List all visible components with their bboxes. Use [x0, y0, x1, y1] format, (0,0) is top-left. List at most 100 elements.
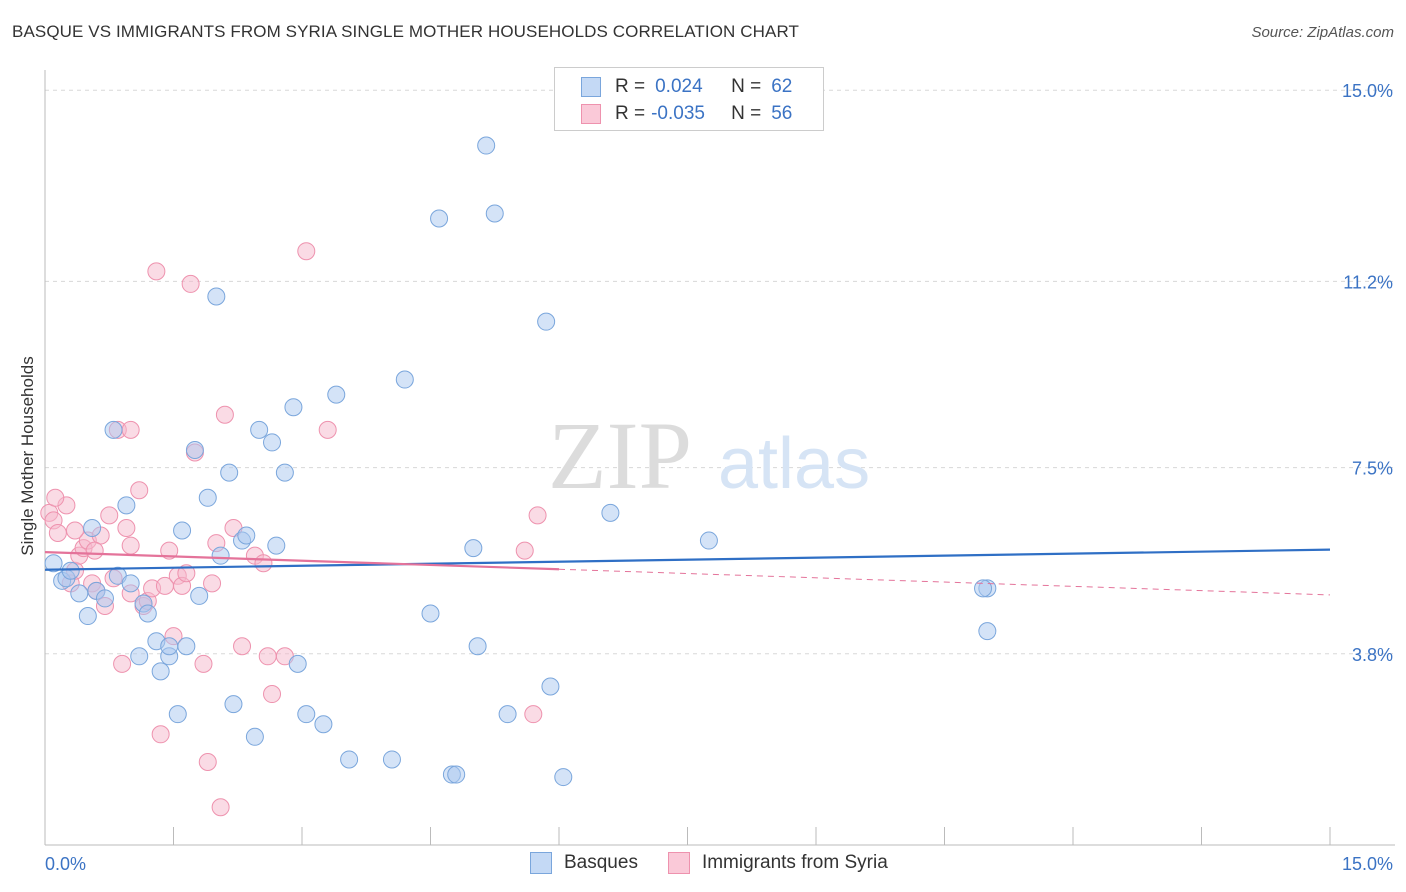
syria-trend-line	[44, 551, 560, 571]
basque-point	[275, 463, 294, 482]
basque-point	[699, 531, 718, 550]
basque-point	[395, 370, 414, 389]
y-tick-label: 3.8%	[1352, 645, 1393, 665]
basque-point	[978, 622, 997, 641]
basque-point	[447, 765, 466, 784]
syria-point	[258, 647, 277, 666]
grid-lines	[45, 89, 1395, 655]
basque-point	[151, 662, 170, 681]
syria-point	[121, 420, 140, 439]
basque-points	[44, 136, 997, 787]
legend-n-value: 62	[771, 76, 793, 97]
y-axis-label: Single Mother Households	[18, 356, 37, 556]
basque-point	[138, 604, 157, 623]
basques-legend-swatch-icon	[530, 852, 552, 874]
basque-point	[430, 209, 449, 228]
basque-point	[83, 518, 102, 537]
basque-point	[61, 561, 80, 580]
basque-point	[198, 488, 217, 507]
syria-point	[48, 524, 67, 543]
basque-point	[173, 521, 192, 540]
syria-point	[65, 521, 84, 540]
bottom-legend: Basques Immigrants from Syria	[530, 852, 888, 874]
basque-point	[117, 496, 136, 515]
syria-point	[100, 506, 119, 525]
basque-point	[288, 654, 307, 673]
x-tick-label: 15.0%	[1342, 854, 1393, 874]
watermark-atlas: atlas	[718, 424, 870, 504]
chart-title: BASQUE VS IMMIGRANTS FROM SYRIA SINGLE M…	[12, 22, 799, 41]
syria-point	[160, 541, 179, 560]
legend-r-label: R =	[615, 76, 646, 97]
basque-point	[95, 589, 114, 608]
legend-n-value: 56	[771, 103, 793, 124]
basque-point	[211, 546, 230, 565]
syria-point	[85, 541, 104, 560]
legend-box: R = 0.024 N = 62 R = -0.035 N = 56	[554, 67, 824, 131]
basque-point	[477, 136, 496, 155]
tick-labels: 3.8% 7.5% 11.2% 15.0% 0.0% 15.0%	[45, 81, 1393, 874]
syria-point	[524, 705, 543, 724]
basque-point	[121, 574, 140, 593]
syria-point	[318, 420, 337, 439]
basque-point	[185, 440, 204, 459]
syria-points	[40, 242, 547, 817]
basque-point	[485, 204, 504, 223]
y-tick-label: 7.5%	[1352, 459, 1393, 479]
basque-point	[541, 677, 560, 696]
syria-point	[211, 798, 230, 817]
syria-point	[147, 262, 166, 281]
syria-swatch-icon	[581, 104, 601, 124]
basque-point	[601, 503, 620, 522]
basque-point	[263, 433, 282, 452]
legend-row-syria: R = -0.035 N = 56	[555, 101, 792, 127]
basque-point	[554, 768, 573, 787]
basque-point	[78, 607, 97, 626]
basque-swatch-icon	[581, 77, 601, 97]
syria-point	[181, 274, 200, 293]
syria-point	[233, 637, 252, 656]
axes	[44, 70, 1395, 846]
y-tick-label: 11.2%	[1343, 272, 1393, 292]
watermark-zip: ZIP	[548, 402, 692, 509]
legend-r-value: -0.035	[651, 103, 705, 124]
basque-point	[220, 463, 239, 482]
syria-point	[117, 518, 136, 537]
legend-n-label: N =	[731, 76, 762, 97]
syria-point	[198, 752, 217, 771]
basque-point	[168, 705, 187, 724]
basque-point	[382, 750, 401, 769]
basque-point	[297, 705, 316, 724]
basque-point	[207, 287, 226, 306]
basque-point	[340, 750, 359, 769]
syria-point	[121, 536, 140, 555]
legend-r-value: 0.024	[655, 76, 703, 97]
basque-point	[421, 604, 440, 623]
basques-legend-label: Basques	[564, 852, 638, 873]
basque-point	[104, 420, 123, 439]
syria-point	[203, 574, 222, 593]
trend-lines	[44, 548, 1331, 596]
basque-point	[130, 647, 149, 666]
syria-point	[130, 481, 149, 500]
basque-point	[464, 539, 483, 558]
syria-point	[254, 554, 273, 573]
basque-point	[250, 420, 269, 439]
basque-point	[177, 637, 196, 656]
watermark: ZIP atlas	[548, 402, 870, 509]
basque-point	[224, 695, 243, 714]
basques-trend-line	[44, 548, 1331, 571]
basque-point	[284, 398, 303, 417]
basque-point	[974, 579, 993, 598]
syria-point	[46, 488, 65, 507]
basque-point	[44, 554, 63, 573]
syria-point	[194, 654, 213, 673]
syria-point	[113, 654, 132, 673]
syria-point	[151, 725, 170, 744]
basque-point	[237, 526, 256, 545]
syria-legend-swatch-icon	[667, 852, 690, 874]
syria-trend-extension	[558, 568, 1331, 596]
syria-legend-label: Immigrants from Syria	[701, 852, 888, 873]
basque-point	[245, 727, 264, 746]
